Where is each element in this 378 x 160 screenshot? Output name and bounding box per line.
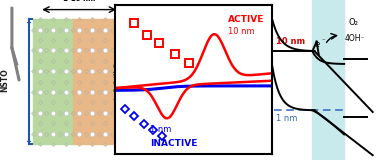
Text: INACTIVE: INACTIVE [150,139,197,148]
Bar [73,19,125,144]
Bar [33,19,73,144]
Text: O₂: O₂ [349,18,358,27]
Text: ⁻: ⁻ [321,39,325,45]
Text: 10 nm: 10 nm [276,37,305,46]
Text: ACTIVE: ACTIVE [228,15,265,24]
Bar [312,0,344,160]
Text: e: e [315,40,320,49]
Text: 1-10 nm: 1-10 nm [63,0,95,2]
Text: (La,Sr,Ca)MnO₃: (La,Sr,Ca)MnO₃ [114,60,119,100]
Text: 1 nm: 1 nm [276,114,298,123]
Text: NSTO: NSTO [0,68,9,92]
Text: 10 nm: 10 nm [228,27,255,36]
Text: 1 nm: 1 nm [150,125,171,134]
Text: 4OH⁻: 4OH⁻ [344,34,365,43]
